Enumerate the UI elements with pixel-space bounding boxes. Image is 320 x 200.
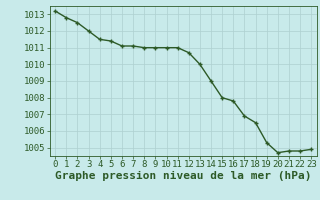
X-axis label: Graphe pression niveau de la mer (hPa): Graphe pression niveau de la mer (hPa) — [55, 171, 311, 181]
